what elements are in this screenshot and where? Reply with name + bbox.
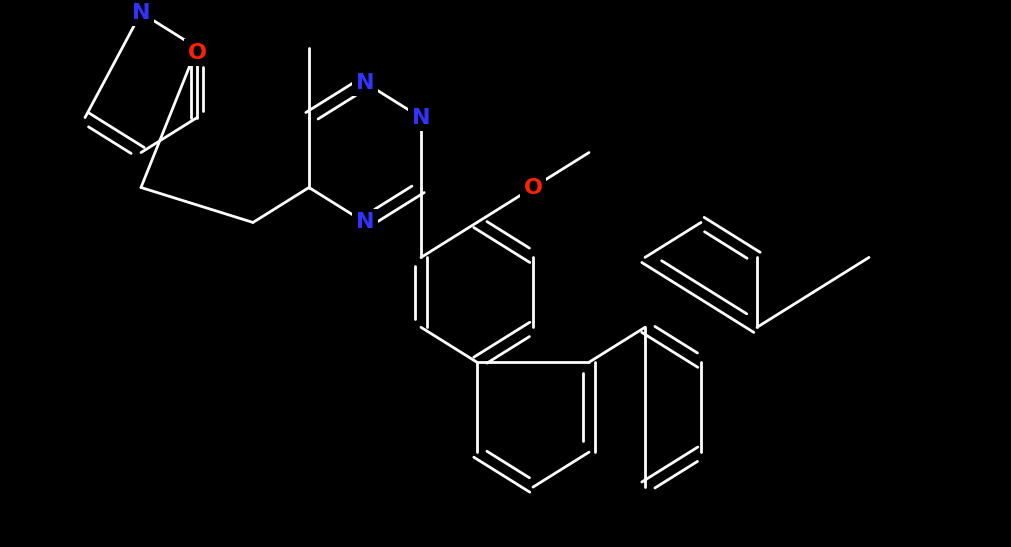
Text: N: N	[131, 3, 150, 23]
Text: N: N	[356, 73, 374, 92]
Text: N: N	[356, 212, 374, 232]
Text: O: O	[523, 177, 542, 197]
Text: N: N	[411, 108, 430, 127]
Text: O: O	[187, 43, 206, 63]
